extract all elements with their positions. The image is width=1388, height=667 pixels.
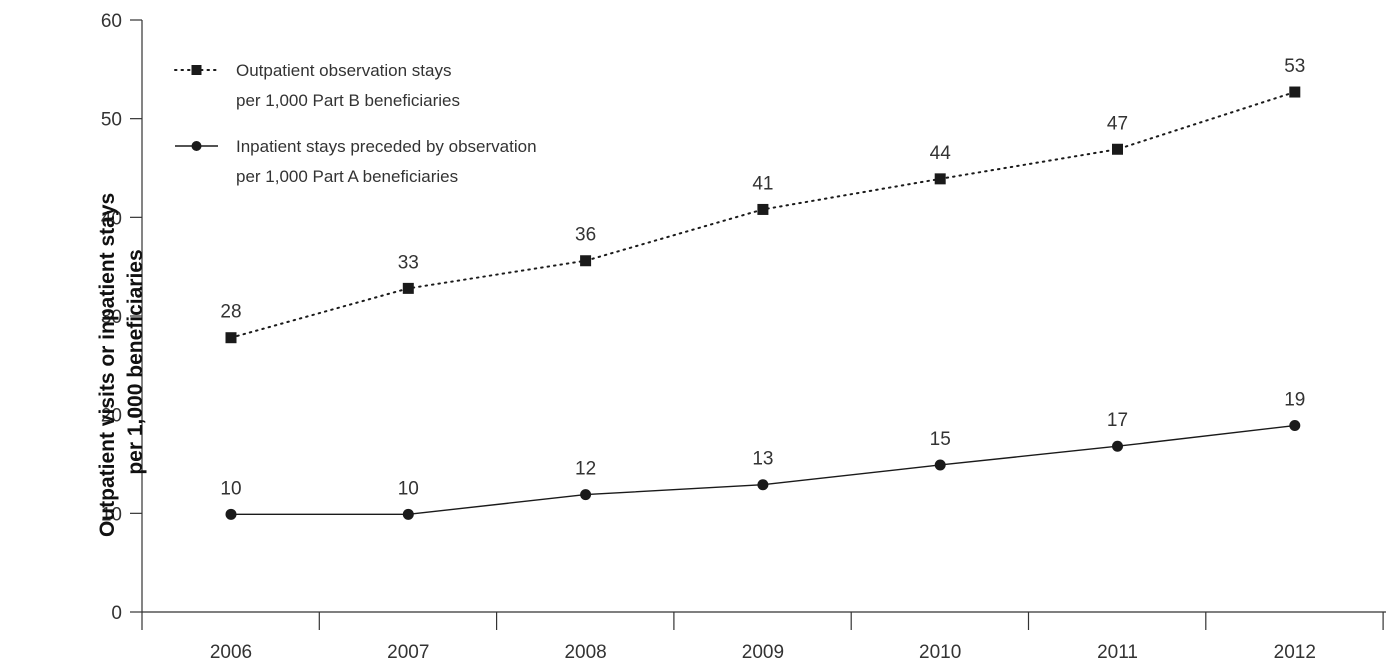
data-label: 47 (1107, 113, 1128, 134)
data-point-circle (226, 509, 237, 520)
data-point-square (1112, 144, 1123, 155)
legend-marker-circle (192, 141, 202, 151)
x-axis: 2006 2007 2008 2009 2010 2011 2012 (142, 612, 1386, 663)
data-label: 28 (220, 302, 241, 323)
x-tick-label: 2007 (387, 642, 429, 663)
x-tick-label: 2008 (564, 642, 606, 663)
data-point-square (226, 332, 237, 343)
legend-label-line: Outpatient observation stays (236, 61, 451, 80)
legend-label-line: Inpatient stays preceded by observation (236, 137, 537, 156)
data-point-circle (403, 509, 414, 520)
data-point-square (580, 255, 591, 266)
series-layer: 28 33 36 41 44 47 53 10 10 12 13 15 17 19 (220, 56, 1305, 520)
data-label: 12 (575, 459, 596, 480)
data-label: 13 (752, 449, 773, 470)
data-label: 10 (398, 478, 419, 499)
y-tick-label: 60 (101, 11, 122, 32)
x-tick-label: 2009 (742, 642, 784, 663)
x-tick-label: 2010 (919, 642, 961, 663)
legend: Outpatient observation stays per 1,000 Pa… (175, 61, 537, 186)
data-label: 53 (1284, 56, 1305, 77)
data-point-circle (1112, 441, 1123, 452)
data-point-square (935, 173, 946, 184)
series-line (231, 426, 1295, 515)
y-axis-title-line-2: per 1,000 beneficiaries (124, 249, 147, 474)
legend-label-line: per 1,000 Part A beneficiaries (236, 167, 458, 186)
y-tick-label: 50 (101, 110, 122, 131)
data-point-square (403, 283, 414, 294)
y-axis-title: Outpatient visits or inpatient stays per… (96, 187, 147, 537)
data-point-circle (580, 489, 591, 500)
data-point-circle (1289, 420, 1300, 431)
data-label: 17 (1107, 410, 1128, 431)
data-label: 10 (220, 478, 241, 499)
legend-item-2: Inpatient stays preceded by observation p… (175, 137, 537, 186)
data-label: 41 (752, 173, 773, 194)
x-tick-label: 2006 (210, 642, 252, 663)
data-label: 15 (930, 429, 951, 450)
x-tick-label: 2011 (1097, 642, 1138, 663)
legend-item-1: Outpatient observation stays per 1,000 Pa… (175, 61, 460, 110)
y-tick-label: 0 (111, 603, 122, 624)
data-label: 36 (575, 225, 596, 246)
legend-label-line: per 1,000 Part B beneficiaries (236, 91, 460, 110)
data-label: 33 (398, 252, 419, 273)
legend-marker-square (192, 65, 202, 75)
x-tick-label: 2012 (1274, 642, 1316, 663)
data-point-circle (935, 459, 946, 470)
data-label: 19 (1284, 390, 1305, 411)
data-label: 44 (930, 143, 952, 164)
y-axis-title-line-1: Outpatient visits or inpatient stays (96, 193, 119, 537)
data-point-square (1289, 87, 1300, 98)
series-2: 10 10 12 13 15 17 19 (220, 390, 1305, 520)
data-point-square (757, 204, 768, 215)
data-point-circle (757, 479, 768, 490)
